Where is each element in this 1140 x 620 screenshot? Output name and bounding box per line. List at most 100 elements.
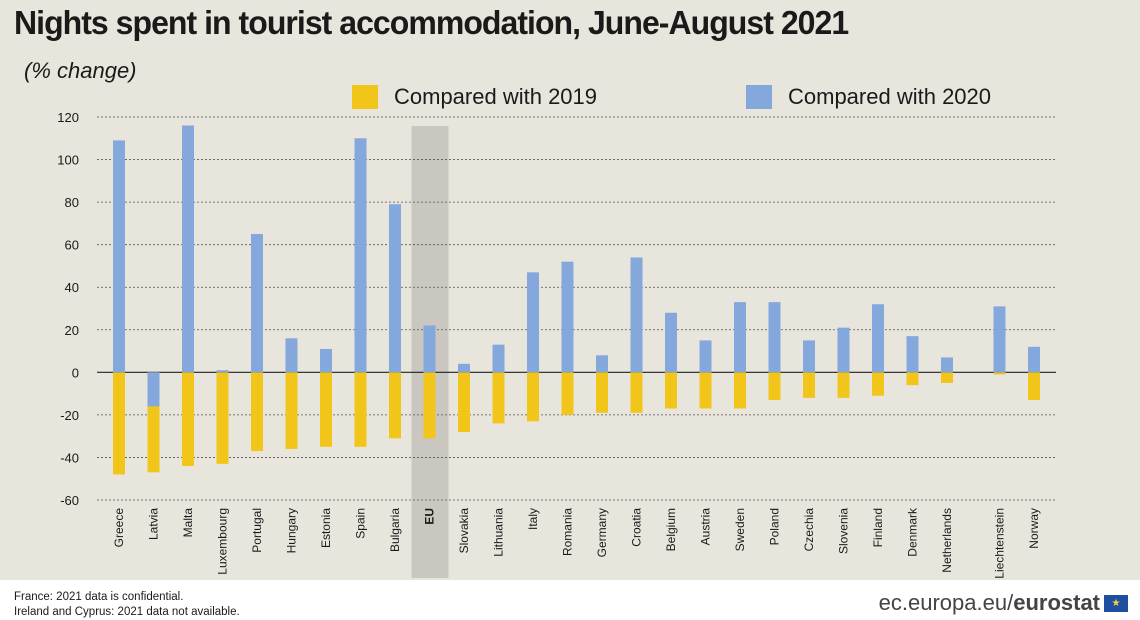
x-tick-label-finland: Finland bbox=[871, 508, 885, 547]
bar-2019-slovakia bbox=[458, 372, 470, 432]
y-tick-label: -60 bbox=[60, 493, 79, 508]
bar-2019-liechtenstein bbox=[993, 372, 1006, 375]
bar-2020-slovenia bbox=[837, 327, 850, 373]
legend-label-2020: Compared with 2020 bbox=[788, 84, 992, 109]
bar-2019-portugal bbox=[251, 372, 263, 452]
x-tick-label-estonia: Estonia bbox=[319, 508, 333, 548]
bar-2020-finland bbox=[872, 304, 884, 373]
x-tick-label-lithuania: Lithuania bbox=[492, 508, 506, 557]
bar-2019-malta bbox=[182, 372, 194, 466]
x-tick-label-eu: EU bbox=[423, 508, 437, 525]
x-tick-label-malta: Malta bbox=[181, 508, 195, 538]
x-tick-label-hungary: Hungary bbox=[285, 508, 299, 553]
x-tick-label-latvia: Latvia bbox=[147, 508, 161, 540]
bar-2020-latvia bbox=[147, 372, 160, 407]
x-tick-label-poland: Poland bbox=[768, 508, 782, 545]
y-tick-label: 80 bbox=[65, 195, 79, 210]
bar-2019-netherlands bbox=[941, 372, 953, 383]
bar-2020-norway bbox=[1028, 346, 1040, 373]
x-tick-label-slovakia: Slovakia bbox=[457, 508, 471, 554]
y-tick-label: -20 bbox=[60, 408, 79, 423]
x-tick-label-croatia: Croatia bbox=[630, 508, 644, 547]
bar-chart: 120 100 80 60 40 20 0 -20 -40 -60 Greece Latvia Malt… bbox=[57, 110, 1056, 579]
brand-url[interactable]: ec.europa.eu/ bbox=[878, 590, 1014, 615]
bar-2019-denmark bbox=[906, 372, 919, 386]
x-tick-label-romania: Romania bbox=[561, 508, 575, 556]
x-tick-label-austria: Austria bbox=[699, 508, 713, 546]
bar-2019-czechia bbox=[803, 372, 815, 398]
bar-2019-slovenia bbox=[837, 372, 850, 398]
x-tick-label-liechtenstein: Liechtenstein bbox=[993, 508, 1007, 579]
brand-name[interactable]: eurostat bbox=[1013, 590, 1100, 615]
bar-2020-croatia bbox=[630, 257, 643, 373]
x-tick-label-czechia: Czechia bbox=[802, 508, 816, 552]
bar-2020-germany bbox=[596, 355, 608, 373]
bar-2020-lithuania bbox=[492, 344, 505, 373]
x-tick-label-italy: Italy bbox=[526, 508, 540, 530]
x-tick-label-denmark: Denmark bbox=[906, 507, 920, 557]
bar-2020-greece bbox=[113, 140, 125, 373]
bar-2020-poland bbox=[768, 302, 781, 373]
bar-2019-norway bbox=[1028, 372, 1040, 400]
bar-2019-sweden bbox=[734, 372, 746, 409]
bar-2019-belgium bbox=[665, 372, 677, 409]
bar-2020-luxembourg bbox=[216, 370, 229, 373]
bar-2019-austria bbox=[699, 372, 712, 409]
bar-2019-bulgaria bbox=[389, 372, 401, 439]
bar-2019-estonia bbox=[320, 372, 332, 447]
x-tick-label-sweden: Sweden bbox=[733, 508, 747, 551]
bar-2019-finland bbox=[872, 372, 884, 396]
bar-2020-hungary bbox=[285, 338, 298, 373]
bar-2019-romania bbox=[561, 372, 574, 415]
bar-2020-liechtenstein bbox=[993, 306, 1006, 373]
bar-2019-lithuania bbox=[492, 372, 505, 424]
x-tick-label-spain: Spain bbox=[354, 508, 368, 539]
bar-2020-spain bbox=[354, 138, 367, 373]
legend-swatch-2020 bbox=[746, 85, 772, 109]
bar-2020-portugal bbox=[251, 234, 263, 373]
bar-2020-czechia bbox=[803, 340, 815, 373]
y-tick-label: 0 bbox=[72, 365, 79, 380]
x-tick-label-slovenia: Slovenia bbox=[837, 508, 851, 554]
eu-flag-icon: ★ bbox=[1104, 594, 1128, 612]
bar-2020-slovakia bbox=[458, 363, 470, 373]
legend-item-2019: Compared with 2019 bbox=[352, 82, 597, 112]
x-tick-label-bulgaria: Bulgaria bbox=[388, 508, 402, 552]
bar-2020-romania bbox=[561, 261, 574, 373]
footnotes: France: 2021 data is confidential. Irela… bbox=[14, 590, 240, 620]
bar-2019-hungary bbox=[285, 372, 298, 449]
x-tick-label-norway: Norway bbox=[1027, 508, 1041, 549]
bar-2020-belgium bbox=[665, 312, 677, 373]
bar-2019-eu bbox=[423, 372, 436, 439]
bar-2019-italy bbox=[527, 372, 539, 422]
y-tick-label: 40 bbox=[65, 280, 79, 295]
bar-2020-denmark bbox=[906, 336, 919, 373]
footnote-france: France: 2021 data is confidential. bbox=[14, 591, 184, 603]
bar-2019-luxembourg bbox=[216, 372, 229, 464]
bar-2019-croatia bbox=[630, 372, 643, 413]
x-tick-label-netherlands: Netherlands bbox=[940, 508, 954, 573]
legend-swatch-2019 bbox=[352, 85, 378, 109]
legend-label-2019: Compared with 2019 bbox=[394, 84, 598, 109]
x-tick-label-germany: Germany bbox=[595, 508, 609, 557]
bar-2020-bulgaria bbox=[389, 204, 401, 373]
bar-2019-spain bbox=[354, 372, 367, 447]
bar-2020-malta bbox=[182, 125, 194, 373]
y-tick-label: 120 bbox=[57, 110, 79, 125]
y-tick-label: 20 bbox=[65, 323, 79, 338]
y-tick-label: -40 bbox=[60, 450, 79, 465]
chart-title: Nights spent in tourist accommodation, J… bbox=[14, 4, 849, 41]
y-tick-label: 60 bbox=[65, 238, 79, 253]
bar-2020-sweden bbox=[734, 302, 746, 373]
chart-subtitle: (% change) bbox=[24, 58, 137, 83]
eurostat-brand[interactable]: ec.europa.eu/eurostat ★ bbox=[879, 590, 1128, 616]
bar-2020-eu bbox=[423, 325, 436, 373]
bar-2020-estonia bbox=[320, 348, 332, 373]
bar-2020-netherlands bbox=[941, 357, 953, 373]
x-tick-label-portugal: Portugal bbox=[250, 508, 264, 553]
x-tick-label-luxembourg: Luxembourg bbox=[216, 508, 230, 575]
y-tick-label: 100 bbox=[57, 153, 79, 168]
x-tick-label-greece: Greece bbox=[112, 508, 126, 548]
legend-item-2020: Compared with 2020 bbox=[746, 82, 991, 112]
bar-2019-germany bbox=[596, 372, 608, 413]
